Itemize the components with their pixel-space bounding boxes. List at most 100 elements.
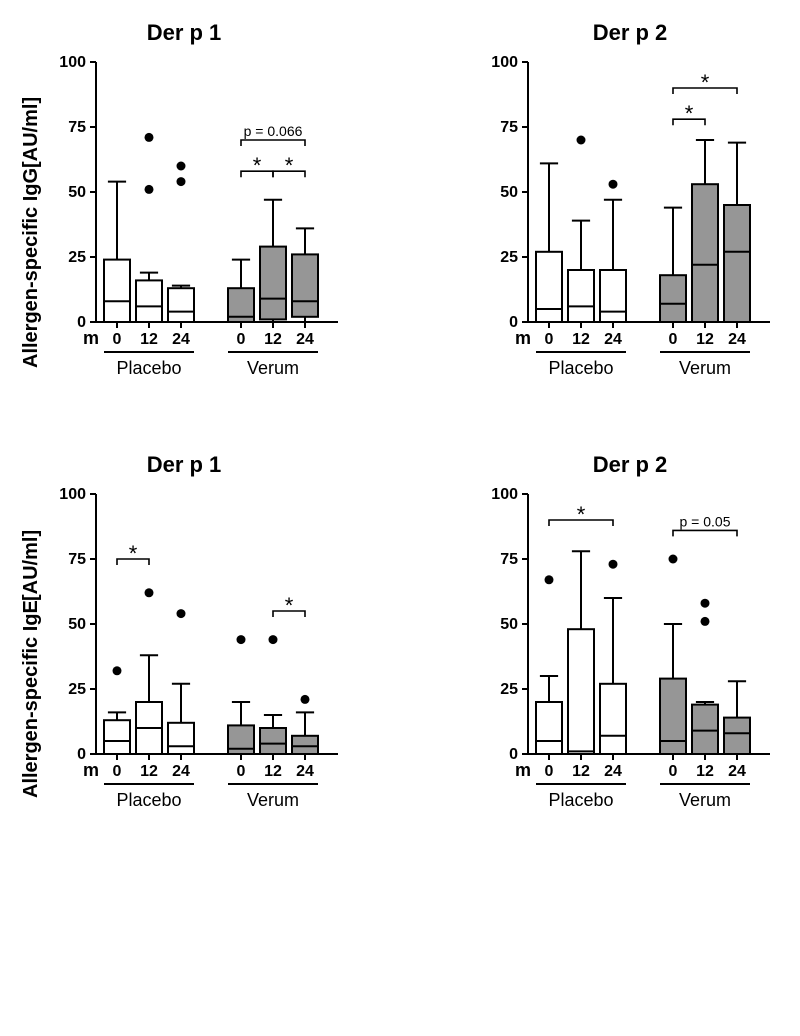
whisker-upper [140,655,158,702]
y-tick-label: 25 [68,681,86,698]
x-tick-label: 0 [669,763,678,780]
box [660,275,686,322]
y-tick-label: 50 [68,184,86,201]
y-tick-label: 100 [59,54,86,71]
x-tick-label: 12 [140,331,158,348]
whisker-upper [604,598,622,684]
box [260,247,286,320]
y-tick-label: 50 [500,184,518,201]
x-tick-label: 12 [572,331,590,348]
panel-title: Der p 2 [593,452,668,478]
box [568,270,594,322]
x-tick-label: 12 [140,763,158,780]
whisker-upper [172,684,190,723]
whisker-upper [232,702,250,725]
x-tick-label: 24 [604,763,622,780]
box [292,254,318,316]
outlier-point [145,185,154,194]
outlier-point [177,162,186,171]
box [536,252,562,322]
y-tick-label: 75 [500,551,518,568]
box [168,723,194,754]
y-tick-label: 75 [68,551,86,568]
whisker-upper [108,712,126,720]
x-tick-label: 24 [728,331,746,348]
significance-bracket [673,530,737,536]
y-axis-label: Allergen-specific IgE[AU/ml] [20,524,42,804]
m-label: m [83,760,99,780]
x-tick-label: 0 [669,331,678,348]
significance-label: * [577,502,586,527]
outlier-point [237,635,246,644]
m-label: m [515,328,531,348]
y-tick-label: 50 [500,616,518,633]
y-tick-label: 100 [491,54,518,71]
group-label: Verum [679,790,731,810]
box [292,736,318,754]
x-tick-label: 24 [172,763,190,780]
panel-title: Der p 1 [147,452,222,478]
box [600,684,626,754]
whisker-upper [540,676,558,702]
panel-title: Der p 2 [593,20,668,46]
significance-label: * [285,593,294,618]
x-tick-label: 0 [545,763,554,780]
x-tick-label: 24 [296,331,314,348]
x-tick-label: 12 [572,763,590,780]
group-label: Verum [679,358,731,378]
group-label: Placebo [548,358,613,378]
box [724,718,750,754]
whisker-upper [140,273,158,281]
group-label: Placebo [116,790,181,810]
outlier-point [545,575,554,584]
chart-panel: Der p 1Allergen-specific IgG[AU/ml]02550… [20,20,348,412]
whisker-upper [232,260,250,289]
whisker-upper [572,221,590,270]
whisker-upper [664,208,682,276]
y-tick-label: 25 [68,249,86,266]
y-axis-label: Allergen-specific IgG[AU/ml] [20,92,42,372]
y-tick-label: 25 [500,249,518,266]
chart-panel: Der p 1Allergen-specific IgE[AU/ml]02550… [20,452,348,844]
x-tick-label: 24 [728,763,746,780]
whisker-upper [696,140,714,184]
significance-label: * [129,541,138,566]
x-tick-label: 12 [696,331,714,348]
significance-label: * [701,70,710,95]
m-label: m [515,760,531,780]
y-tick-label: 75 [68,119,86,136]
significance-bracket [241,140,305,146]
significance-label: * [285,153,294,178]
x-tick-label: 0 [113,763,122,780]
outlier-point [177,177,186,186]
axes [96,494,338,754]
x-tick-label: 24 [172,331,190,348]
figure-container: Der p 1 Allergen-specific IgG[AU/ml] 0 25 50… [20,20,780,844]
whisker-upper [296,712,314,735]
box [724,205,750,322]
chart-row: Der p 1Allergen-specific IgG[AU/ml]02550… [20,20,780,412]
whisker-upper [540,163,558,251]
x-tick-label: 0 [545,331,554,348]
box [692,705,718,754]
outlier-point [301,695,310,704]
x-tick-label: 12 [696,763,714,780]
whisker-upper [264,715,282,728]
x-tick-label: 12 [264,763,282,780]
plot-wrap: Allergen-specific IgG[AU/ml]025507510001… [20,52,348,412]
box [692,184,718,322]
box [600,270,626,322]
chart-row: Der p 1 Allergen-specific IgE[AU/ml] 0 25 50… [20,452,780,844]
chart-panel: Der p 202550751000122401224mPlaceboVerum… [480,452,780,844]
whisker-upper [664,624,682,679]
x-tick-label: 24 [604,331,622,348]
y-tick-label: 100 [59,486,86,503]
group-label: Verum [247,790,299,810]
chart-ige_dp2: 02550751000122401224mPlaceboVerum*p = 0.… [480,484,780,844]
chart-panel: Der p 202550751000122401224mPlaceboVerum… [480,20,780,412]
m-label: m [83,328,99,348]
whisker-upper [108,182,126,260]
x-tick-label: 0 [237,331,246,348]
outlier-point [113,666,122,675]
chart-igg_dp1: 02550751000122401224mPlaceboVerum**p = 0… [48,52,348,412]
